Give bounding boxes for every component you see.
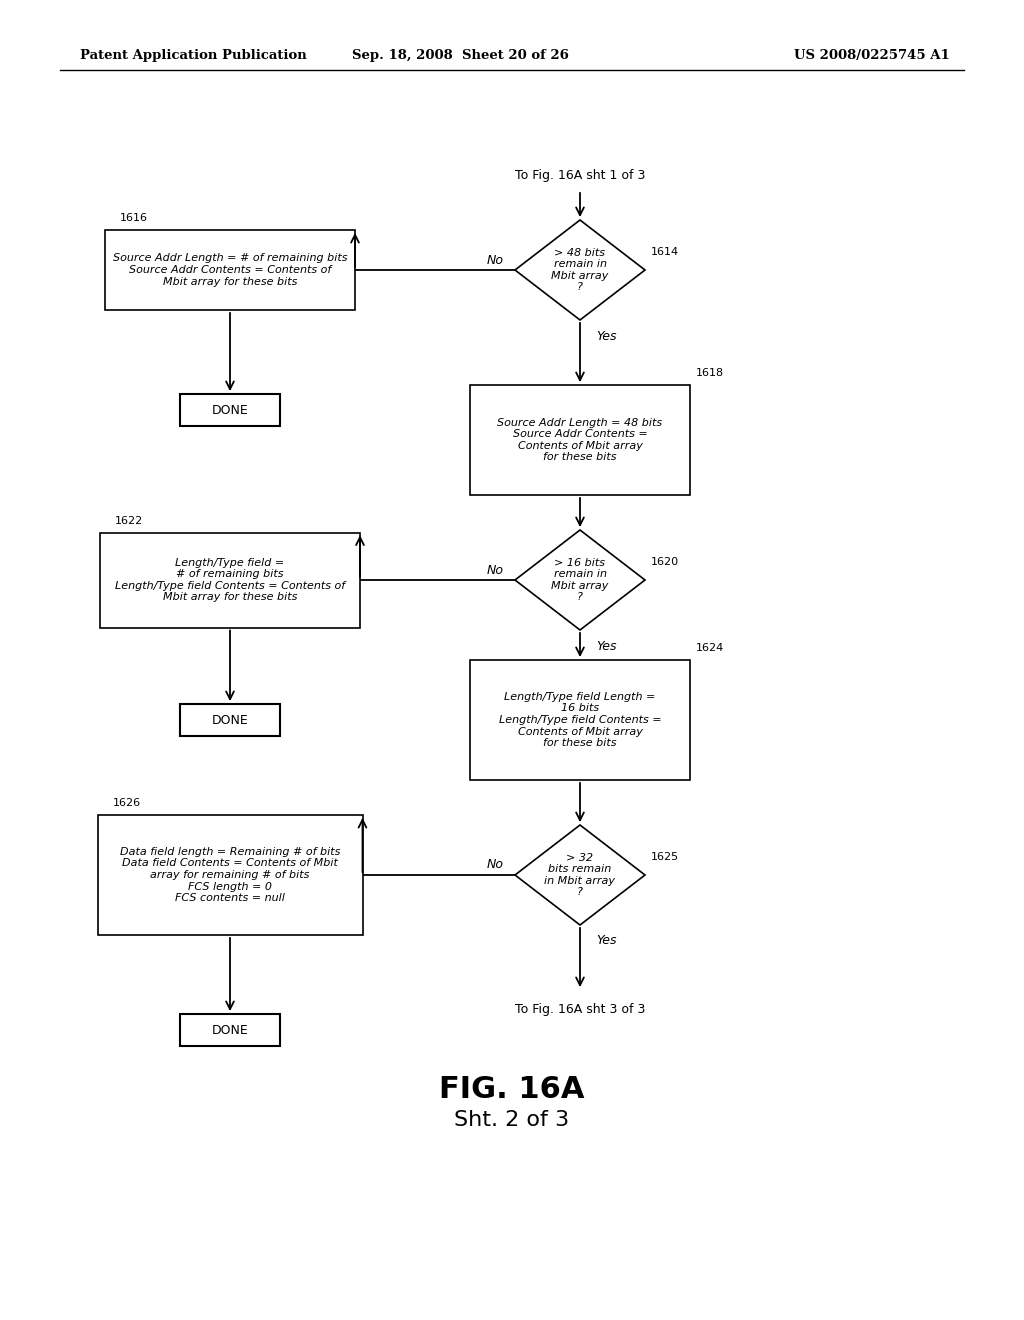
Text: DONE: DONE: [212, 404, 249, 417]
Text: DONE: DONE: [212, 714, 249, 726]
Text: 1618: 1618: [696, 368, 724, 378]
Text: 1620: 1620: [651, 557, 679, 568]
Bar: [180, 393, 280, 426]
Text: > 16 bits
remain in
Mbit array
?: > 16 bits remain in Mbit array ?: [551, 557, 608, 602]
Polygon shape: [515, 531, 645, 630]
Text: Source Addr Length = 48 bits
Source Addr Contents =
Contents of Mbit array
for t: Source Addr Length = 48 bits Source Addr…: [498, 417, 663, 462]
Bar: [470, 385, 690, 495]
Text: Yes: Yes: [596, 330, 616, 342]
Text: 1616: 1616: [120, 213, 148, 223]
Text: 1626: 1626: [113, 799, 140, 808]
Text: No: No: [486, 564, 504, 577]
Bar: [100, 532, 360, 627]
Text: Sep. 18, 2008  Sheet 20 of 26: Sep. 18, 2008 Sheet 20 of 26: [351, 49, 568, 62]
Bar: [180, 1014, 280, 1045]
Text: Length/Type field =
# of remaining bits
Length/Type field Contents = Contents of: Length/Type field = # of remaining bits …: [115, 557, 345, 602]
Text: > 48 bits
remain in
Mbit array
?: > 48 bits remain in Mbit array ?: [551, 248, 608, 293]
Bar: [180, 704, 280, 737]
Text: To Fig. 16A sht 1 of 3: To Fig. 16A sht 1 of 3: [515, 169, 645, 181]
Text: Length/Type field Length =
16 bits
Length/Type field Contents =
Contents of Mbit: Length/Type field Length = 16 bits Lengt…: [499, 692, 662, 748]
Bar: [97, 814, 362, 935]
Text: 1622: 1622: [115, 516, 143, 525]
Text: FIG. 16A: FIG. 16A: [439, 1076, 585, 1105]
Text: DONE: DONE: [212, 1023, 249, 1036]
Text: 1624: 1624: [696, 643, 724, 653]
Text: US 2008/0225745 A1: US 2008/0225745 A1: [795, 49, 950, 62]
Text: > 32
bits remain
in Mbit array
?: > 32 bits remain in Mbit array ?: [545, 853, 615, 898]
Text: No: No: [486, 253, 504, 267]
Text: To Fig. 16A sht 3 of 3: To Fig. 16A sht 3 of 3: [515, 1003, 645, 1016]
Text: 1614: 1614: [651, 247, 679, 257]
Text: Source Addr Length = # of remaining bits
Source Addr Contents = Contents of
Mbit: Source Addr Length = # of remaining bits…: [113, 253, 347, 286]
Text: Yes: Yes: [596, 639, 616, 652]
Polygon shape: [515, 825, 645, 925]
Text: Patent Application Publication: Patent Application Publication: [80, 49, 307, 62]
Text: Yes: Yes: [596, 935, 616, 948]
Text: Data field length = Remaining # of bits
Data field Contents = Contents of Mbit
a: Data field length = Remaining # of bits …: [120, 847, 340, 903]
Text: 1625: 1625: [651, 851, 679, 862]
Bar: [470, 660, 690, 780]
Text: Sht. 2 of 3: Sht. 2 of 3: [455, 1110, 569, 1130]
Polygon shape: [515, 220, 645, 319]
Text: No: No: [486, 858, 504, 871]
Bar: [105, 230, 355, 310]
